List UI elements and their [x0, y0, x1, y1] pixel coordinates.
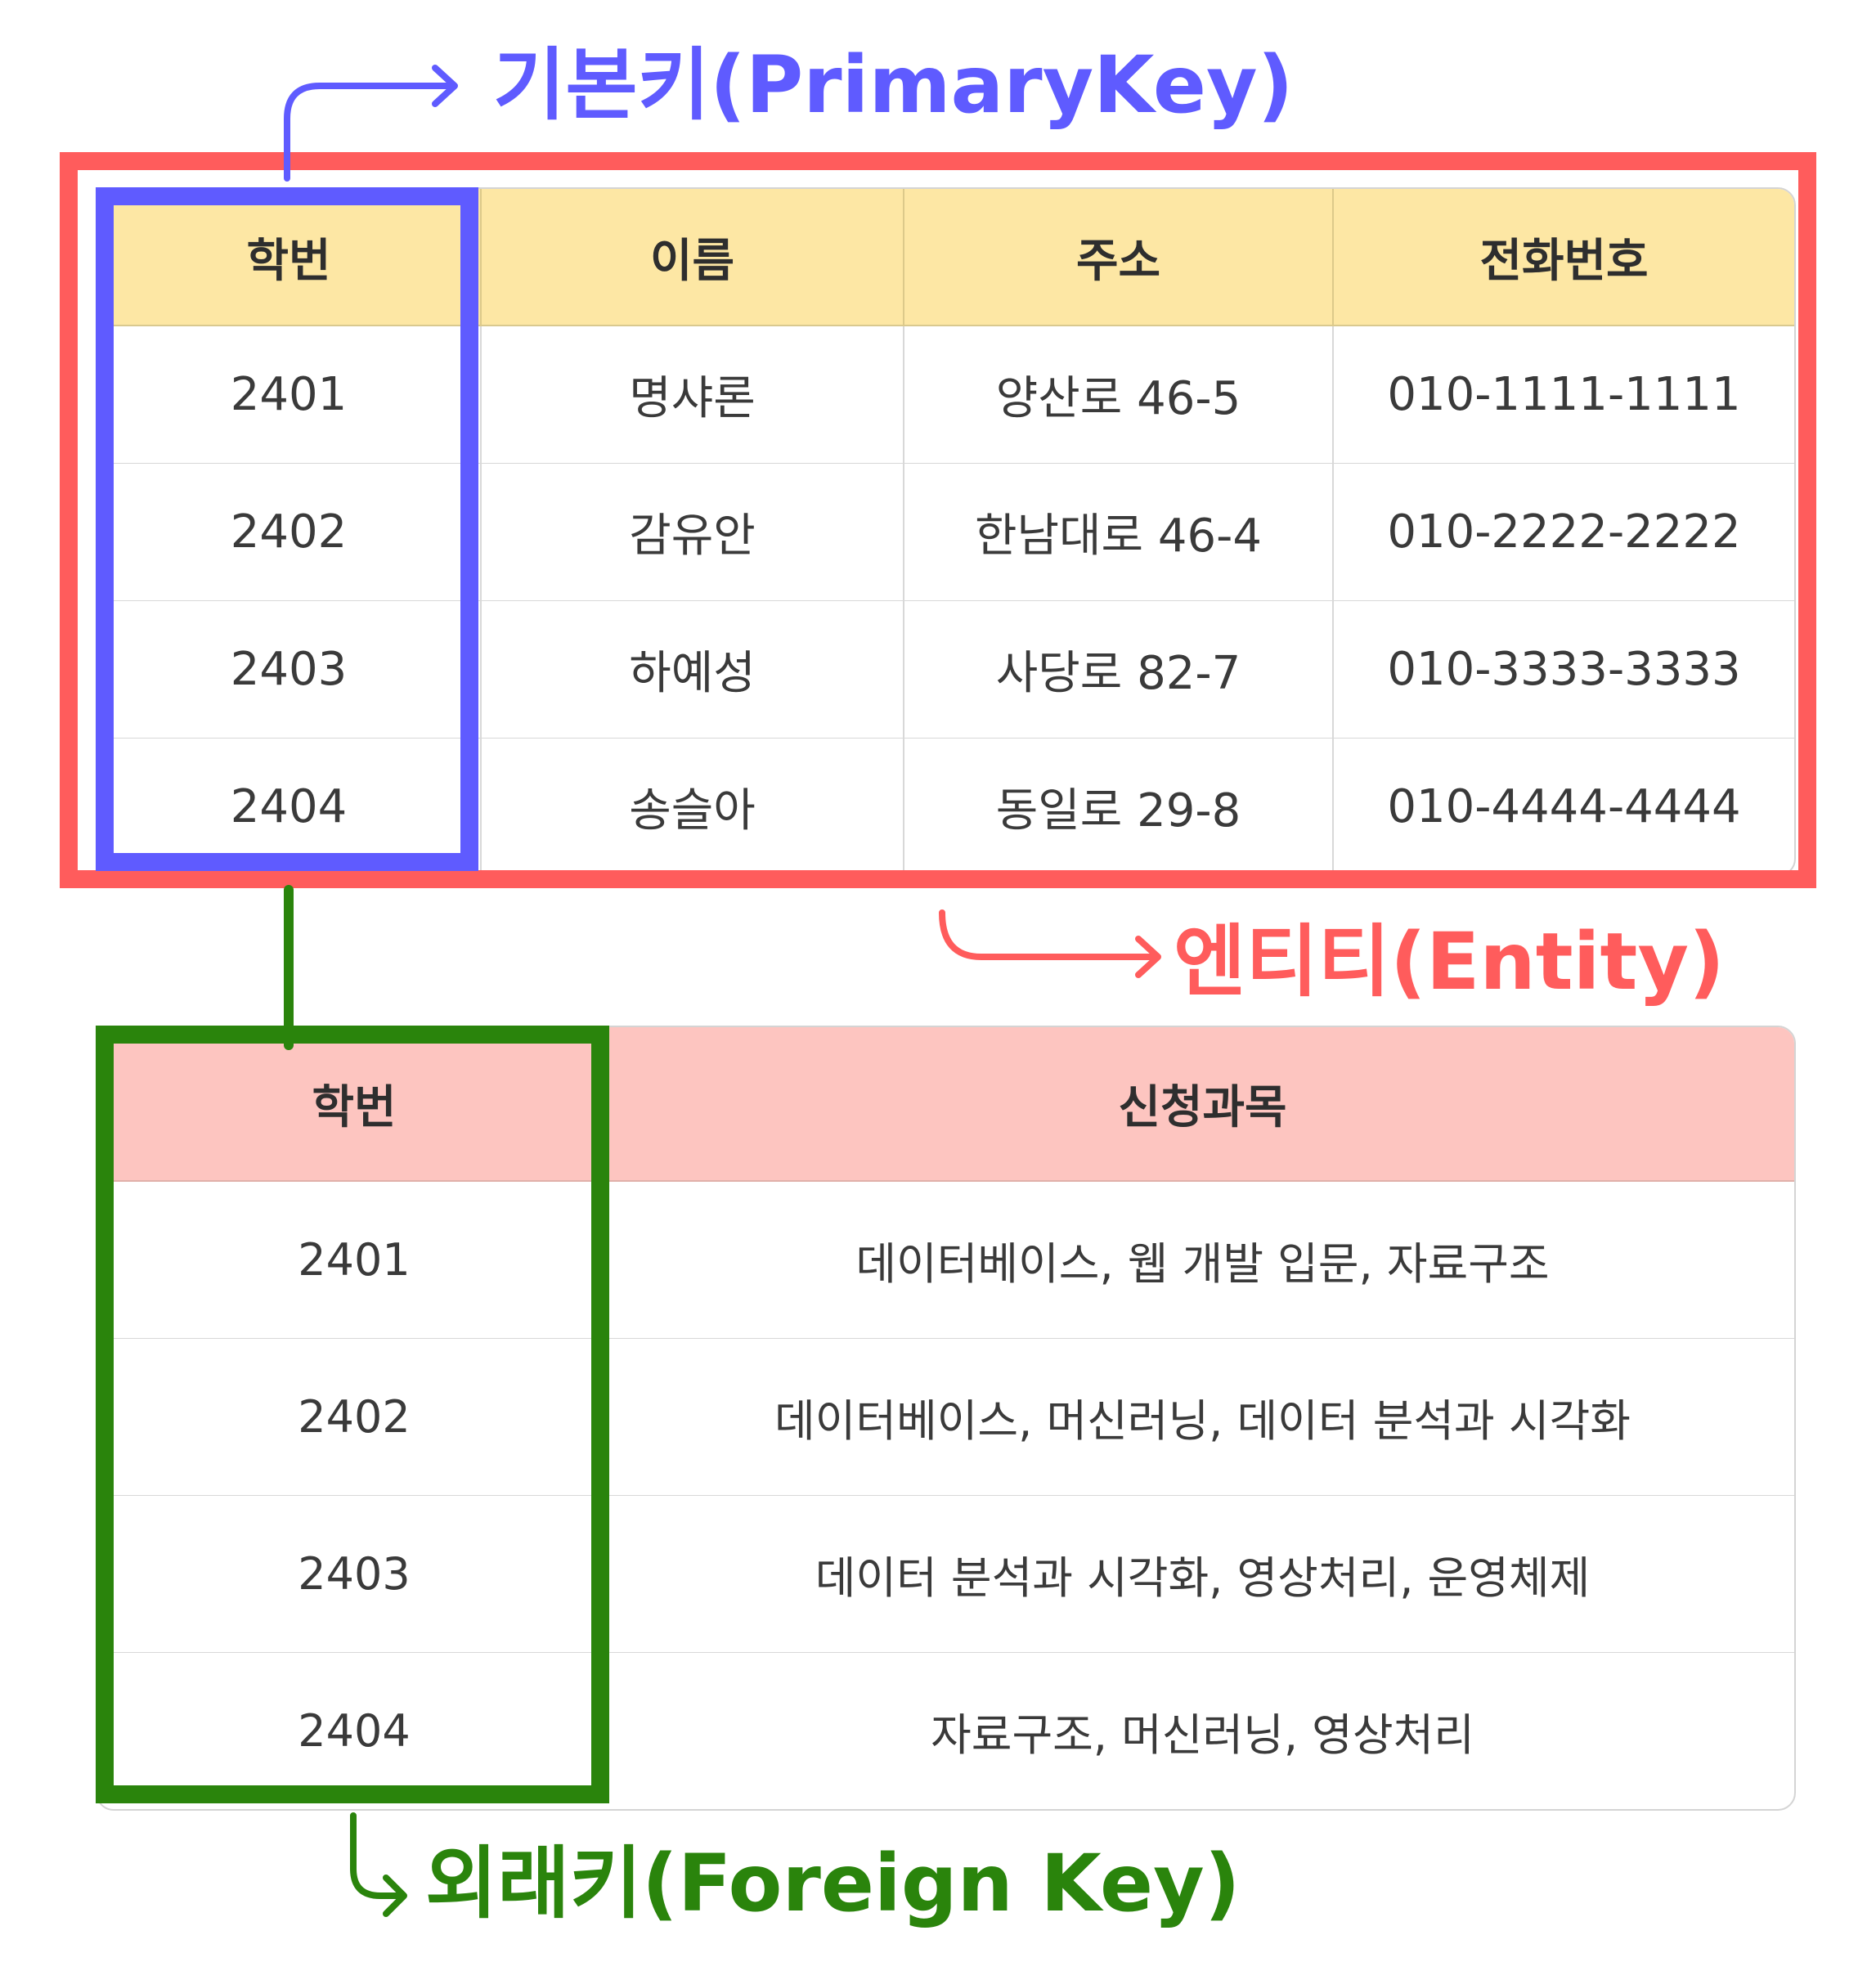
- table-row: 2403 데이터 분석과 시각화, 영상처리, 운영체제: [97, 1495, 1794, 1652]
- header-phone: 전화번호: [1332, 189, 1794, 326]
- cell-phone: 010-3333-3333: [1332, 600, 1794, 738]
- entity-highlight-frame: [60, 152, 1816, 888]
- cell-name: 명샤론: [480, 326, 903, 463]
- header-name: 이름: [480, 189, 903, 326]
- cell-courses: 데이터베이스, 머신러닝, 데이터 분석과 시각화: [611, 1338, 1794, 1495]
- table-row: 2404 송슬아 동일로 29-8 010-4444-4444: [97, 738, 1794, 875]
- cell-student-id: 2403: [97, 600, 480, 738]
- header-address: 주소: [903, 189, 1332, 326]
- cell-student-id: 2401: [230, 368, 348, 421]
- header-student-id: 학번: [97, 1027, 611, 1182]
- cell-courses: 데이터베이스, 웹 개발 입문, 자료구조: [855, 1238, 1550, 1290]
- cell-address: 사당로 82-7: [903, 600, 1332, 738]
- entity-arrow-icon: [939, 909, 1158, 960]
- cell-student-id: 2403: [97, 1495, 611, 1652]
- header-student-id: 학번: [97, 189, 480, 326]
- course-header-row: 학번 신청과목: [97, 1027, 1794, 1182]
- header-courses: 신청과목: [611, 1027, 1794, 1182]
- cell-courses: 데이터 분석과 시각화, 영상처리, 운영체제: [611, 1495, 1794, 1652]
- entity-label: 엔티티(Entity): [1174, 916, 1725, 1008]
- table-row: 2404 자료구조, 머신러닝, 영상처리: [97, 1652, 1794, 1809]
- cell-address: 동일로 29-8: [903, 738, 1332, 875]
- cell-student-id: 2404: [97, 1652, 611, 1809]
- cell-name: 감유안: [480, 463, 903, 600]
- table-row: 2403 하예성 사당로 82-7 010-3333-3333: [97, 600, 1794, 738]
- table-row: 2402 데이터베이스, 머신러닝, 데이터 분석과 시각화: [97, 1338, 1794, 1495]
- foreign-key-arrow-icon: [350, 1812, 404, 1899]
- cell-student-id: 2402: [97, 1338, 611, 1495]
- cell-student-id: 2401: [298, 1234, 411, 1286]
- cell-student-id: 2404: [97, 738, 480, 875]
- cell-phone: 010-1111-1111: [1332, 326, 1794, 463]
- entity-table: 학번 이름 주소 전화번호 2401 명샤론 양산로 46-5 010-1111…: [96, 187, 1796, 877]
- course-table: 학번 신청과목 2401 데이터베이스, 웹 개발 입문, 자료구조 2402 …: [96, 1026, 1796, 1811]
- primary-key-label: 기본키(PrimaryKey): [493, 39, 1294, 131]
- cell-name: 하예성: [480, 600, 903, 738]
- cell-name: 송슬아: [480, 738, 903, 875]
- cell-address: 양산로 46-5: [903, 326, 1332, 463]
- cell-address: 한남대로 46-4: [903, 463, 1332, 600]
- cell-phone: 010-4444-4444: [1332, 738, 1794, 875]
- entity-header-row: 학번 이름 주소 전화번호: [97, 189, 1794, 326]
- cell-courses: 자료구조, 머신러닝, 영상처리: [611, 1652, 1794, 1809]
- foreign-key-highlight-frame: [96, 1026, 609, 1803]
- cell-phone: 010-2222-2222: [1332, 463, 1794, 600]
- cell-student-id: 2402: [97, 463, 480, 600]
- table-row: 2401 명샤론 양산로 46-5 010-1111-1111: [97, 326, 1794, 463]
- table-row: 2402 감유안 한남대로 46-4 010-2222-2222: [97, 463, 1794, 600]
- primary-key-highlight-frame: [96, 187, 478, 871]
- table-row: 2401 데이터베이스, 웹 개발 입문, 자료구조: [97, 1182, 1794, 1338]
- foreign-key-label: 외래키(Foreign Key): [425, 1838, 1241, 1929]
